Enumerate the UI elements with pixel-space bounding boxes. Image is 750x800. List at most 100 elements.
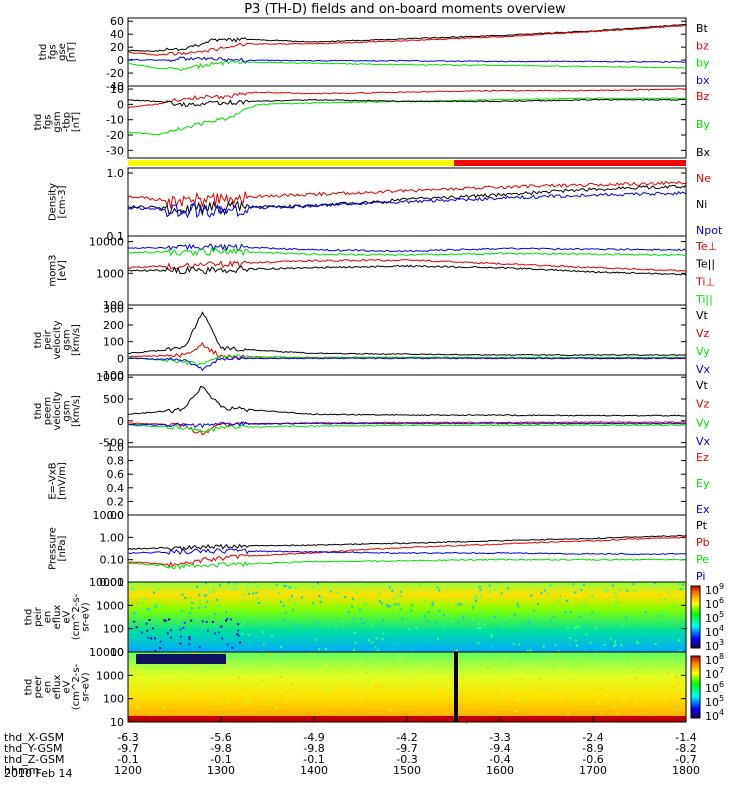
spectrogram-pixel bbox=[504, 655, 507, 658]
spectrogram-pixel bbox=[637, 642, 640, 645]
spectrogram-pixel bbox=[215, 599, 218, 601]
y-tick-label: -500 bbox=[99, 437, 124, 450]
spectrogram-pixel bbox=[189, 596, 192, 599]
spectrogram-pixel bbox=[204, 594, 207, 597]
y-axis-label: [km/s] bbox=[71, 324, 82, 356]
spectrogram-pixel bbox=[284, 611, 287, 614]
spectrogram-pixel bbox=[206, 696, 209, 699]
spectrogram-pixel bbox=[620, 624, 623, 627]
spectrogram-pixel bbox=[252, 635, 255, 638]
spectrogram-pixel bbox=[294, 586, 297, 589]
spectrogram-pixel bbox=[409, 686, 412, 689]
spectrogram-pixel bbox=[133, 620, 136, 623]
spectrogram-pixel bbox=[423, 615, 426, 618]
spectrogram-pixel bbox=[288, 586, 291, 589]
spectrogram-pixel bbox=[584, 612, 587, 615]
y-tick-label: 100 bbox=[103, 623, 124, 636]
spectrogram-pixel bbox=[460, 671, 463, 674]
spectrogram-pixel bbox=[149, 608, 152, 611]
spectrogram-pixel bbox=[206, 600, 209, 603]
spectrogram-pixel bbox=[518, 643, 521, 646]
y-axis-label: -tbp bbox=[62, 112, 73, 132]
spectrogram-pixel bbox=[207, 629, 209, 632]
x-axis-value: -9.8 bbox=[210, 742, 231, 755]
spectrogram-pixel bbox=[354, 641, 357, 644]
spectrogram-pixel bbox=[491, 635, 493, 638]
colorbar-tick-label: 107 bbox=[705, 666, 724, 681]
spectrogram-pixel bbox=[482, 666, 485, 669]
spectrogram-pixel bbox=[435, 620, 437, 623]
y-tick-label: 0.10 bbox=[100, 554, 125, 567]
y-axis-label: en bbox=[43, 611, 54, 624]
spectrogram-pixel bbox=[367, 639, 370, 642]
spectrogram-pixel bbox=[663, 696, 666, 699]
spectrogram-pixel bbox=[198, 599, 201, 602]
spectrogram-pixel bbox=[673, 685, 676, 688]
spectrogram-pixel bbox=[318, 648, 321, 651]
spectrogram-pixel bbox=[617, 665, 620, 668]
spectrogram-pixel bbox=[194, 652, 197, 655]
spectrogram-pixel bbox=[225, 611, 227, 614]
spectrogram-pixel bbox=[364, 602, 367, 605]
spectrogram-pixel bbox=[204, 606, 207, 609]
legend-entry: Ez bbox=[696, 451, 709, 464]
spectrogram-pixel bbox=[497, 626, 500, 629]
y-tick-label: 0 bbox=[117, 98, 124, 111]
series-line-Bz bbox=[128, 88, 687, 108]
y-axis-label: Density bbox=[47, 183, 58, 221]
spectrogram-pixel bbox=[168, 618, 171, 621]
spectrogram-data-gap bbox=[454, 652, 458, 722]
spectrogram-pixel bbox=[141, 601, 144, 604]
spectrogram-pixel bbox=[599, 647, 602, 650]
series-line-Vt bbox=[127, 386, 686, 417]
spectrogram-pixel bbox=[603, 644, 606, 646]
spectrogram-pixel bbox=[639, 696, 642, 699]
spectrogram-pixel bbox=[580, 612, 583, 615]
series-line-Bt bbox=[127, 24, 686, 52]
x-axis-value: -9.4 bbox=[489, 742, 510, 755]
y-tick-label: 0 bbox=[117, 352, 124, 365]
spectrogram-pixel bbox=[488, 584, 491, 587]
spectrogram-pixel bbox=[179, 693, 182, 696]
spectrogram-pixel bbox=[341, 620, 344, 623]
legend-entry: Vx bbox=[696, 435, 711, 448]
spectrogram-pixel bbox=[614, 640, 616, 643]
spectrogram-pixel bbox=[472, 604, 475, 607]
series-line-Ne bbox=[127, 180, 687, 209]
spectrogram-pixel bbox=[344, 595, 347, 598]
spectrogram-pixel bbox=[549, 584, 552, 587]
spectrogram-pixel bbox=[231, 588, 234, 591]
y-axis-label: eV bbox=[62, 610, 73, 623]
x-axis-value: -2.4 bbox=[582, 731, 603, 744]
spectrogram-pixel bbox=[451, 679, 454, 682]
spectrogram-pixel bbox=[584, 649, 587, 652]
spectrogram-pixel bbox=[488, 590, 491, 593]
spectrogram-pixel bbox=[532, 628, 535, 631]
spectrogram-pixel bbox=[243, 609, 246, 611]
spectrogram-pixel bbox=[660, 585, 663, 588]
spectrogram-pixel bbox=[335, 625, 337, 628]
spectrogram-pixel bbox=[173, 714, 176, 717]
spectrogram-pixel bbox=[618, 589, 621, 591]
spectrogram-pixel bbox=[300, 698, 302, 701]
spectrogram-pixel bbox=[681, 583, 684, 586]
spectrogram-pixel bbox=[290, 682, 293, 685]
spectrogram-pixel bbox=[407, 673, 410, 676]
spectrogram-pixel bbox=[554, 653, 557, 656]
spectrogram-pixel bbox=[238, 676, 241, 679]
spectrogram-pixel bbox=[325, 712, 328, 715]
spectrogram-pixel bbox=[169, 629, 172, 632]
colorbar-tick-label: 109 bbox=[705, 582, 724, 597]
spectrogram-pixel bbox=[670, 671, 673, 674]
y-tick-label: -30 bbox=[106, 144, 124, 157]
y-tick-label: 300 bbox=[103, 302, 124, 315]
spectrogram-pixel bbox=[634, 692, 637, 695]
spectrogram-pixel bbox=[570, 677, 573, 680]
spectrogram-pixel bbox=[218, 631, 220, 634]
spectrogram-pixel bbox=[392, 643, 395, 646]
spectrogram-pixel bbox=[353, 617, 356, 620]
spectrogram-pixel bbox=[389, 605, 392, 608]
spectrogram-pixel bbox=[530, 594, 533, 597]
